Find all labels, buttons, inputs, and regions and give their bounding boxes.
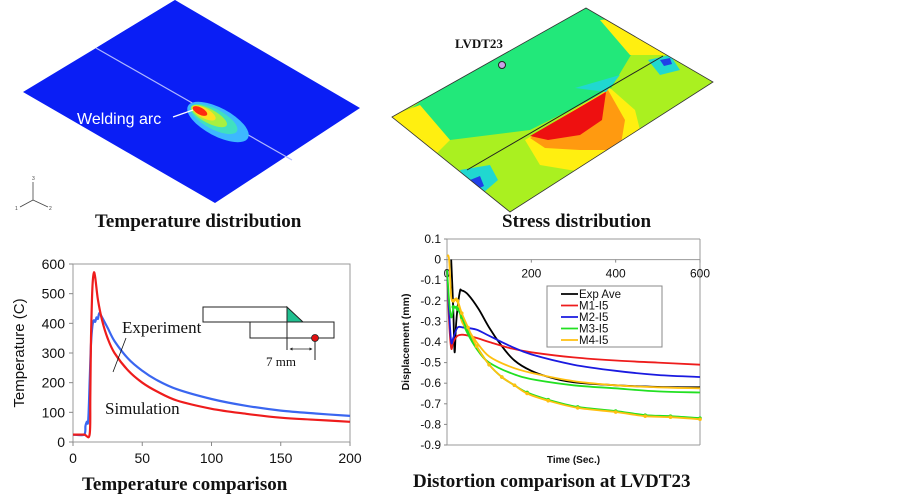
y-tick-label: -0.7	[420, 397, 441, 411]
legend-label: M4-I5	[579, 335, 608, 347]
series-marker-m4-i5-marked	[575, 406, 580, 410]
stress-contour	[392, 8, 713, 212]
inset-weld-bead	[286, 305, 305, 323]
temperature-comparison-caption: Temperature comparison	[82, 474, 288, 495]
series-line-simulation	[72, 271, 351, 439]
plate-surface	[23, 0, 360, 203]
inset-probe-dot	[311, 334, 319, 342]
y-tick-label: -0.1	[420, 273, 441, 287]
lvdt23-marker	[498, 61, 506, 69]
y-tick-label: 0.1	[424, 232, 441, 246]
y-tick-label: -0.5	[420, 356, 441, 370]
axis-triad-label-3: 3	[32, 176, 35, 182]
x-tick-label: 50	[134, 450, 150, 466]
y-tick-label: 0	[57, 434, 65, 450]
series-marker-m4-i5-marked	[487, 362, 491, 367]
series-marker-m4-i5-marked	[455, 299, 460, 303]
welding-arc-leader	[172, 109, 194, 118]
experiment-leader	[112, 337, 127, 373]
series-marker-m4-i5-marked	[451, 299, 456, 303]
series-marker-m3-i5-marked	[455, 307, 460, 311]
heat-contour	[187, 101, 249, 143]
stress-distribution-render: LVDT23	[391, 7, 714, 213]
plate-outline	[391, 7, 714, 213]
y-tick-label: -0.3	[420, 314, 441, 328]
y-tick-label: 100	[42, 404, 66, 420]
y-tick-label: 600	[42, 256, 66, 272]
temperature-distribution-render: Welding arc 3 1 2	[15, 0, 360, 212]
temperature-comparison-chart: 0 100 200 300 400 500 600 0 50 100 150 200 Temperatu…	[11, 256, 362, 466]
y-axis-label: Temperature (C)	[11, 298, 28, 407]
x-tick-label: 200	[521, 267, 541, 281]
series-marker-m4-i5-marked	[459, 311, 464, 315]
y-tick-label: -0.8	[420, 417, 441, 431]
series-marker-m4-i5-marked	[525, 391, 529, 396]
series-marker-m4-i5-marked	[466, 325, 470, 330]
weld-seam	[466, 55, 664, 171]
inset-dimension-label: 7 mm	[266, 354, 296, 369]
series-marker-m4-i5-marked	[474, 344, 479, 348]
experiment-annotation: Experiment	[122, 318, 202, 337]
inset-upper-plate	[202, 306, 288, 323]
x-axis-label: Time (Sec.)	[547, 455, 600, 466]
series-marker-m4-i5-marked	[668, 415, 673, 419]
welding-arc-label: Welding arc	[77, 111, 161, 128]
distortion-comparison-panel: 0.1 0 -0.1 -0.2 -0.3 -0.4 -0.5 -0.6 -0.7 -0.8 -0.9…	[380, 230, 720, 500]
y-tick-label: -0.9	[420, 438, 441, 452]
series-marker-m4-i5-marked	[512, 383, 517, 388]
stress-distribution-caption: Stress distribution	[502, 211, 652, 232]
y-tick-label: 0	[434, 253, 441, 267]
legend-label: M2-I5	[579, 312, 608, 324]
lvdt23-label: LVDT23	[455, 36, 503, 51]
y-tick-label: 500	[42, 286, 66, 302]
series-line-m3-i5	[446, 269, 701, 394]
x-tick-label: 0	[69, 450, 77, 466]
distortion-comparison-chart: 0.1 0 -0.1 -0.2 -0.3 -0.4 -0.5 -0.6 -0.7 -0.8 -0.9…	[400, 232, 710, 466]
series-marker-m4-i5-marked	[643, 414, 647, 418]
axis-triad-label-2: 2	[49, 206, 52, 212]
y-tick-label: 400	[42, 315, 66, 331]
stress-distribution-panel: LVDT23 Stress distribution	[380, 0, 720, 240]
axis-triad-label-1: 1	[15, 206, 18, 212]
y-tick-label: -0.6	[420, 376, 441, 390]
series-marker-m4-i5-marked	[546, 398, 550, 403]
x-tick-label: 600	[690, 267, 710, 281]
series-marker-m4-i5-marked	[613, 410, 618, 414]
distortion-comparison-caption: Distortion comparison at LVDT23	[413, 471, 691, 492]
y-tick-label: -0.2	[420, 294, 441, 308]
legend-label: M1-I5	[579, 301, 608, 313]
x-tick-label: 100	[200, 450, 224, 466]
series-line-m1-i5	[446, 269, 701, 366]
y-axis-label: Displacement (mm)	[400, 294, 412, 391]
legend-label: M3-I5	[579, 324, 608, 336]
inset-diagram: 7 mm	[202, 305, 335, 369]
legend-label: Exp Ave	[579, 289, 621, 301]
x-tick-label: 200	[338, 450, 362, 466]
series-marker-m4-i5-marked	[500, 375, 504, 379]
plate-top-edge	[96, 0, 178, 50]
temperature-distribution-caption: Temperature distribution	[95, 211, 302, 232]
simulation-annotation: Simulation	[105, 399, 180, 418]
inset-lower-plate	[249, 321, 335, 339]
x-tick-label: 400	[606, 267, 626, 281]
series-line-m2-i5	[446, 269, 701, 378]
temperature-distribution-panel: Welding arc 3 1 2 Temperature distributi…	[0, 0, 370, 240]
series-marker-m4-i5-marked	[698, 417, 702, 422]
y-tick-label: 300	[42, 345, 66, 361]
y-tick-label: -0.4	[420, 335, 441, 349]
temperature-comparison-panel: 0 100 200 300 400 500 600 0 50 100 150 200 Temperatu…	[0, 250, 370, 500]
x-tick-label: 150	[269, 450, 293, 466]
legend-box	[546, 285, 663, 348]
axis-triad-icon	[19, 182, 49, 208]
y-tick-label: 200	[42, 375, 66, 391]
series-marker-m3-i5-marked	[451, 305, 456, 309]
